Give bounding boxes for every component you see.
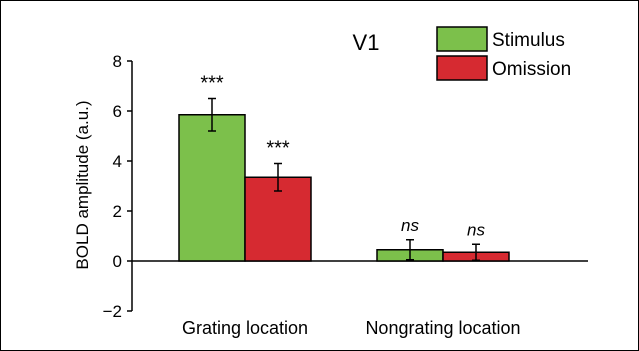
legend-swatch-omission [436, 55, 488, 81]
labels: *** *** Grating location ns ns Nongrating loc… [182, 73, 521, 339]
significance-label: ns [401, 216, 419, 235]
bars [178, 97, 510, 262]
legend-label-stimulus: Stimulus [492, 30, 565, 51]
legend: Stimulus Omission [436, 26, 571, 81]
y-axis-label: BOLD amplitude (a.u.) [73, 100, 92, 269]
legend-label-omission: Omission [492, 59, 571, 80]
bar-stimulus-1 [178, 114, 246, 262]
category-label: Grating location [182, 318, 308, 338]
significance-label: *** [200, 73, 224, 95]
significance-label: *** [266, 138, 290, 160]
y-tick-label: 4 [113, 152, 122, 171]
y-tick-label: 0 [113, 252, 122, 271]
y-tick-label: 6 [113, 102, 122, 121]
legend-swatch-stimulus [436, 26, 488, 52]
y-tick-label: −2 [103, 302, 122, 321]
category-label: Nongrating location [365, 318, 520, 338]
significance-label: ns [467, 220, 485, 239]
axes: −2 0 2 4 6 8 [103, 52, 588, 321]
y-tick-label: 2 [113, 202, 122, 221]
chart-title: V1 [353, 30, 380, 55]
y-tick-label: 8 [113, 52, 122, 71]
